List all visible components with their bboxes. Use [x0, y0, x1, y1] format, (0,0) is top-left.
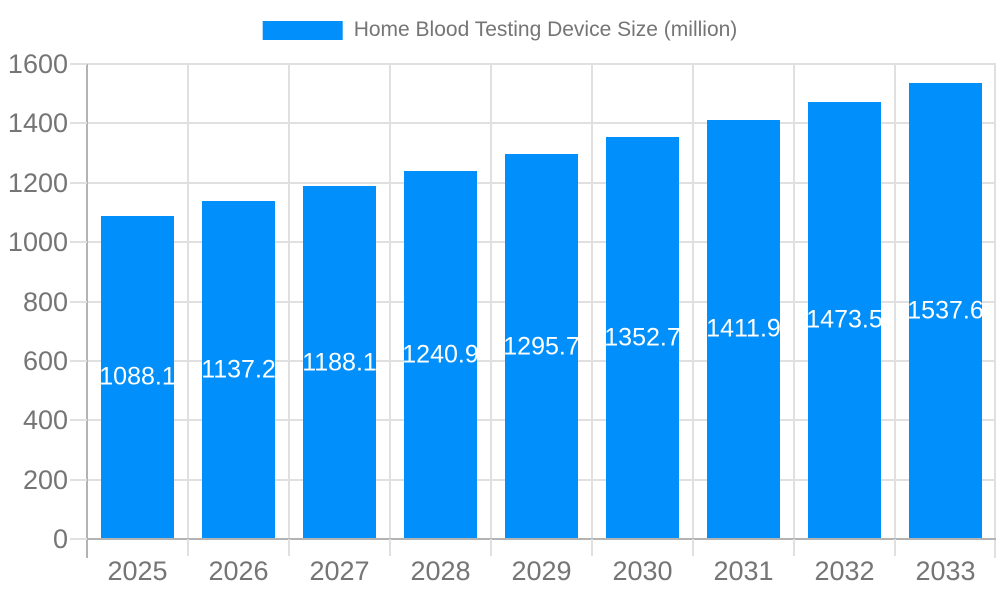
bar[interactable]: 1088.1 [99, 215, 176, 539]
y-axis-label: 0 [52, 524, 68, 554]
y-axis-label: 400 [22, 405, 68, 436]
bar-value-label: 1473.5 [806, 305, 883, 334]
y-tick [70, 478, 87, 481]
bar-value-label: 1188.1 [302, 348, 377, 377]
bar-value-label: 1088.1 [99, 362, 176, 391]
bar-value-label: 1537.6 [907, 296, 984, 325]
x-gridline [389, 64, 391, 539]
x-gridline [288, 64, 290, 539]
x-gridline [894, 64, 896, 539]
bar[interactable]: 1352.7 [604, 137, 681, 539]
y-tick [70, 63, 87, 65]
x-gridline [187, 64, 189, 539]
y-tick [70, 241, 87, 244]
y-axis-label: 1600 [7, 49, 68, 79]
y-axis-label: 1200 [7, 167, 68, 198]
y-tick [70, 181, 87, 184]
x-tick [490, 539, 492, 556]
bar[interactable]: 1295.7 [503, 154, 580, 539]
plot-right-border [994, 64, 996, 558]
x-gridline [793, 64, 795, 539]
y-tick [70, 300, 87, 303]
x-tick [793, 539, 795, 556]
bar-value-label: 1411.9 [706, 314, 781, 343]
legend-swatch-icon [262, 20, 343, 40]
x-axis-label: 2026 [208, 556, 269, 586]
x-axis-label: 2031 [713, 556, 774, 586]
y-axis-label: 1400 [7, 108, 68, 139]
x-tick [894, 539, 896, 556]
y-axis-label: 200 [22, 464, 68, 495]
bar[interactable]: 1473.5 [806, 101, 883, 539]
x-tick [187, 539, 189, 556]
y-tick [70, 359, 87, 362]
x-axis-label: 2025 [107, 556, 168, 586]
x-tick [692, 539, 694, 556]
bar-value-label: 1137.2 [201, 355, 276, 384]
bar[interactable]: 1137.2 [201, 201, 276, 539]
y-gridline [87, 122, 996, 125]
y-axis-label: 800 [22, 286, 68, 317]
chart-legend[interactable]: Home Blood Testing Device Size (million) [262, 18, 738, 42]
x-gridline [692, 64, 694, 539]
plot-area: 1088.1 1137.2 1188.1 1240.9 1295.7 1352.7 1411… [87, 63, 996, 539]
y-axis-line [86, 64, 88, 558]
x-axis-label: 2027 [309, 556, 370, 586]
x-axis-line [87, 538, 996, 540]
x-axis-label: 2033 [915, 556, 976, 586]
y-tick [70, 538, 87, 540]
y-tick [70, 419, 87, 422]
bar-value-label: 1352.7 [604, 323, 681, 352]
bar[interactable]: 1537.6 [907, 82, 984, 539]
x-tick [389, 539, 391, 556]
x-gridline [591, 64, 593, 539]
bar[interactable]: 1188.1 [302, 186, 377, 539]
x-tick [591, 539, 593, 556]
x-gridline [490, 64, 492, 539]
x-axis-label: 2029 [511, 556, 572, 586]
bar-value-label: 1295.7 [503, 332, 580, 361]
legend-label: Home Blood Testing Device Size (million) [353, 18, 738, 41]
bar[interactable]: 1411.9 [706, 119, 781, 539]
y-gridline [87, 63, 996, 65]
x-axis-label: 2030 [612, 556, 673, 586]
y-axis-label: 600 [22, 345, 68, 376]
x-axis-label: 2032 [814, 556, 875, 586]
y-tick [70, 122, 87, 125]
bar[interactable]: 1240.9 [402, 170, 479, 539]
y-axis-label: 1000 [7, 227, 68, 258]
x-tick [288, 539, 290, 556]
x-axis-label: 2028 [410, 556, 471, 586]
bar-value-label: 1240.9 [402, 340, 479, 369]
